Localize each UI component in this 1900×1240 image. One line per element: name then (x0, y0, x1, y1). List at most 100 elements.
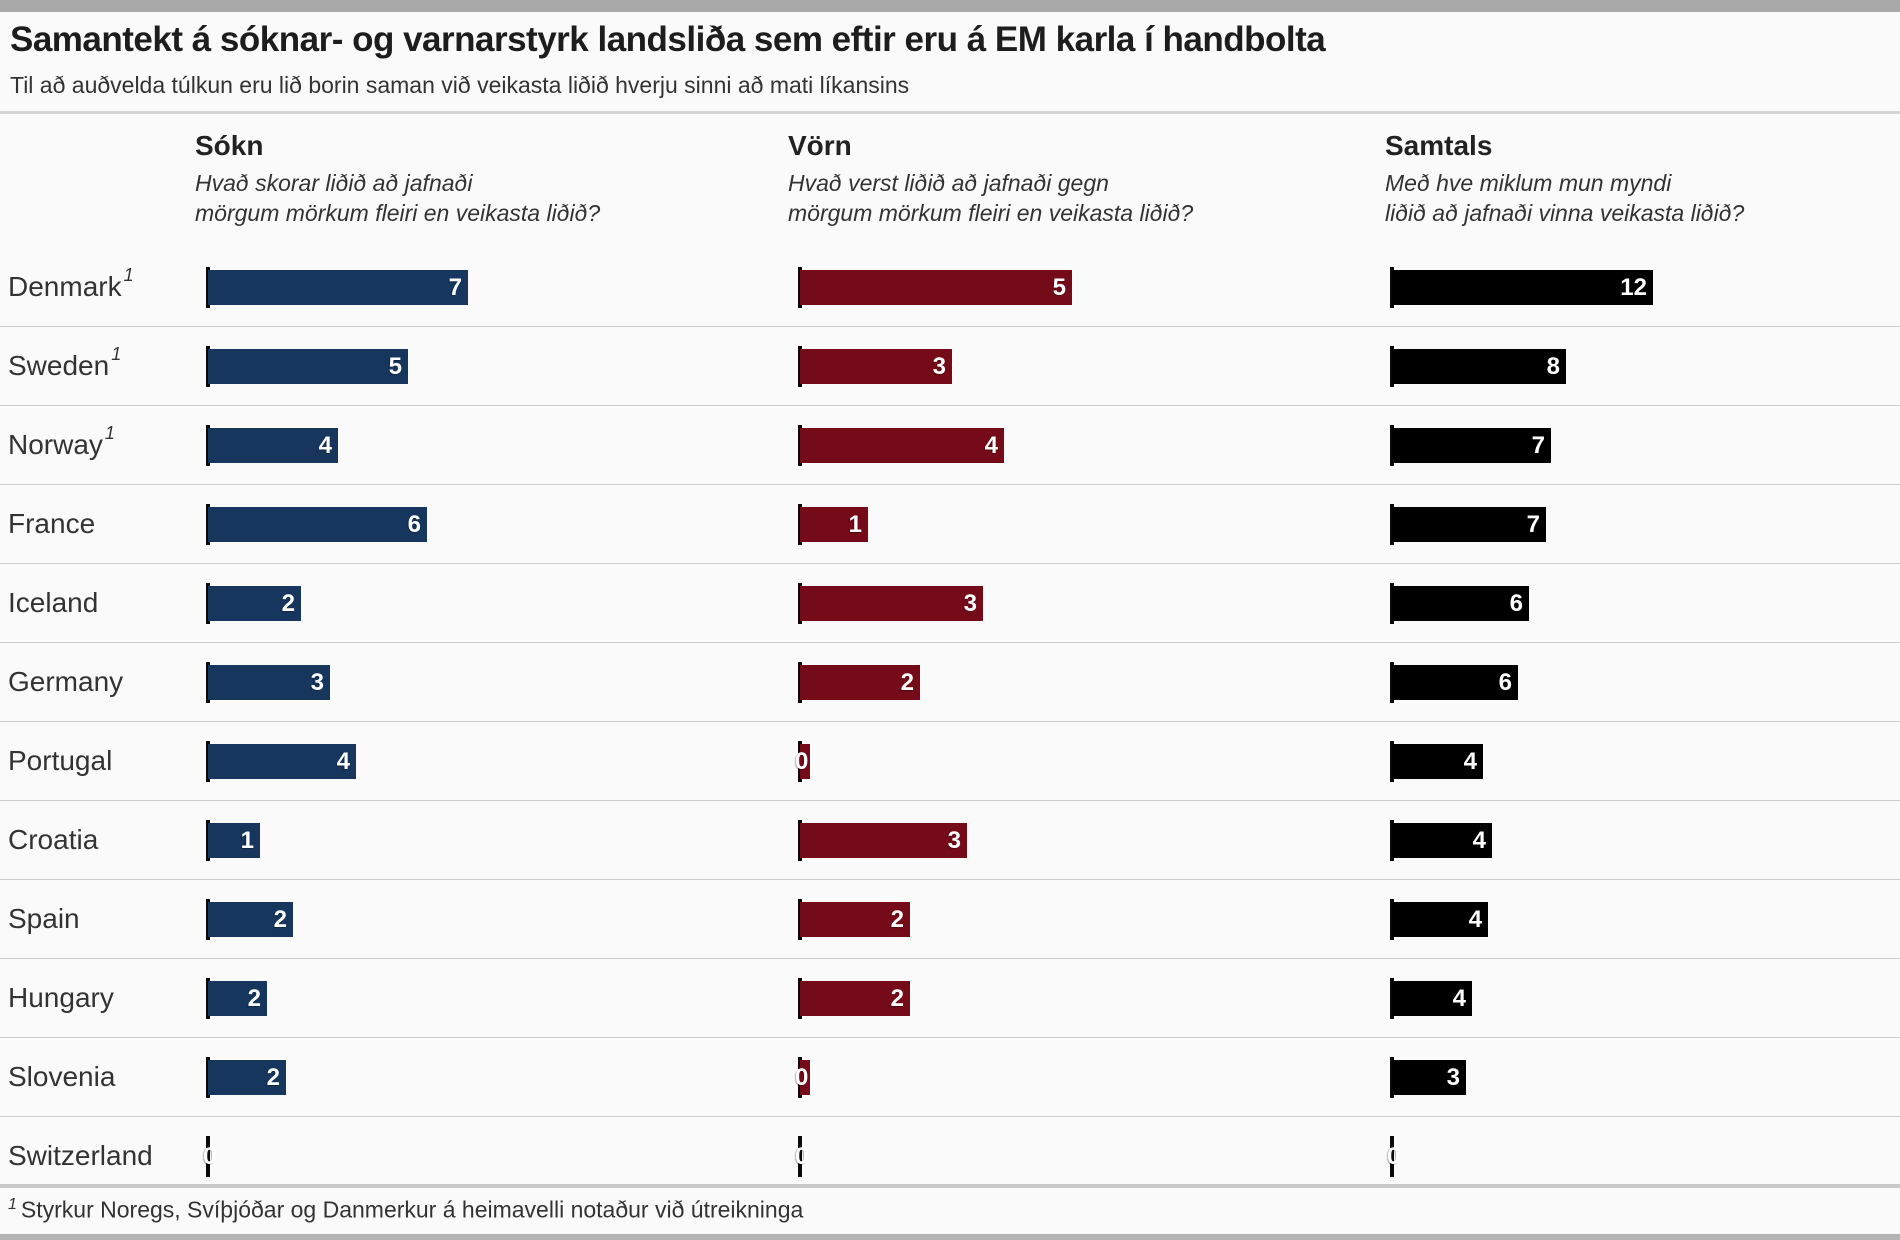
footnote-divider (0, 1184, 1900, 1188)
chart-subtitle: Til að auðvelda túlkun eru lið borin sam… (10, 72, 910, 98)
bar-value-label: 2 (281, 589, 295, 617)
sokn-bar: 2 (208, 586, 301, 621)
header-divider (0, 111, 1900, 114)
team-label: Sweden 1 (8, 327, 122, 405)
vorn-bar: 2 (800, 902, 910, 937)
chart-title: Samantekt á sóknar- og varnarstyrk lands… (10, 20, 1326, 59)
bar-value-label: 4 (1468, 905, 1482, 933)
team-name: Switzerland (8, 1140, 153, 1171)
team-footnote-mark: 1 (123, 264, 134, 285)
column-question-vorn: Hvað verst liðið að jafnaði gegn mörgum … (788, 168, 1193, 228)
team-row: France 6 1 7 (0, 485, 1900, 564)
team-name: Sweden (8, 350, 110, 381)
bar-value-label: 5 (388, 352, 402, 380)
team-name: Norway (8, 429, 103, 460)
bar-value-label: 6 (1498, 668, 1512, 696)
column-title-vorn: Vörn (788, 130, 852, 161)
question-line: Með hve miklum mun myndi (1385, 170, 1672, 196)
team-row: Hungary 2 2 4 (0, 959, 1900, 1038)
bar-value-label: 3 (1446, 1063, 1460, 1091)
samtals-bar: 6 (1392, 665, 1518, 700)
bar-value-label: 0 (795, 1063, 809, 1091)
bar-value-label: 3 (932, 352, 946, 380)
team-label: Portugal (8, 722, 112, 800)
bar-value-label: 4 (318, 431, 332, 459)
team-label: Iceland (8, 564, 98, 642)
vorn-bar: 3 (800, 823, 967, 858)
samtals-bar: 4 (1392, 744, 1483, 779)
column-title-sokn: Sókn (195, 130, 264, 161)
axis-tick (206, 1136, 210, 1177)
team-label: Hungary (8, 959, 114, 1037)
team-row: Spain 2 2 4 (0, 880, 1900, 959)
team-row: Switzerland 0 0 0 (0, 1117, 1900, 1195)
question-line: Hvað verst liðið að jafnaði gegn (788, 170, 1109, 196)
team-row: Sweden 1 5 3 8 (0, 327, 1900, 406)
team-row: Slovenia 2 0 3 (0, 1038, 1900, 1117)
column-title-samtals: Samtals (1385, 130, 1493, 161)
team-label: Denmark 1 (8, 248, 134, 326)
sokn-bar: 4 (208, 428, 338, 463)
team-footnote-mark: 1 (111, 343, 122, 364)
team-row: Croatia 1 3 4 (0, 801, 1900, 880)
bar-value-label: 8 (1546, 352, 1560, 380)
vorn-bar: 2 (800, 665, 920, 700)
footnote-mark: 1 (8, 1196, 17, 1213)
sokn-bar: 6 (208, 507, 427, 542)
bar-value-label: 0 (1387, 1142, 1401, 1170)
bar-value-label: 4 (336, 747, 350, 775)
question-line: liðið að jafnaði vinna veikasta liðið? (1385, 200, 1745, 226)
bottom-border-bar (0, 1234, 1900, 1240)
team-row: Germany 3 2 6 (0, 643, 1900, 722)
sokn-bar: 2 (208, 1060, 286, 1095)
vorn-bar: 5 (800, 270, 1072, 305)
bar-value-label: 3 (947, 826, 961, 854)
samtals-bar: 7 (1392, 428, 1551, 463)
team-name: Iceland (8, 587, 99, 618)
bar-value-label: 4 (984, 431, 998, 459)
team-label: Spain (8, 880, 80, 958)
question-line: mörgum mörkum fleiri en veikasta liðið? (195, 200, 601, 226)
samtals-bar: 4 (1392, 823, 1492, 858)
team-name: Portugal (8, 745, 113, 776)
column-question-sokn: Hvað skorar liðið að jafnaði mörgum mörk… (195, 168, 600, 228)
bar-value-label: 0 (203, 1142, 217, 1170)
footnote-text: Styrkur Noregs, Svíþjóðar og Danmerkur á… (20, 1196, 804, 1223)
team-name: Denmark (8, 271, 122, 302)
bar-value-label: 7 (448, 273, 462, 301)
team-name: Croatia (8, 824, 99, 855)
samtals-bar: 12 (1392, 270, 1653, 305)
bar-value-label: 7 (1531, 431, 1545, 459)
top-border-bar (0, 0, 1900, 12)
team-name: Hungary (8, 982, 114, 1013)
bar-value-label: 7 (1526, 510, 1540, 538)
column-header-vorn: Vörn Hvað verst liðið að jafnaði gegn mö… (788, 130, 1193, 228)
team-label: Slovenia (8, 1038, 115, 1116)
team-name: Slovenia (8, 1061, 116, 1092)
bar-value-label: 2 (273, 905, 287, 933)
team-label: Croatia (8, 801, 98, 879)
bar-value-label: 5 (1052, 273, 1066, 301)
team-footnote-mark: 1 (104, 422, 115, 443)
rows-container: Denmark 1 7 5 12 Sweden 1 5 3 8 Norway 1 4 4 7 France 6 1… (0, 248, 1900, 1195)
team-name: France (8, 508, 96, 539)
vorn-bar: 3 (800, 586, 983, 621)
question-line: mörgum mörkum fleiri en veikasta liðið? (788, 200, 1194, 226)
axis-tick (798, 1136, 802, 1177)
team-label: France (8, 485, 95, 563)
column-header-sokn: Sókn Hvað skorar liðið að jafnaði mörgum… (195, 130, 600, 228)
vorn-bar: 0 (795, 744, 810, 779)
vorn-bar: 4 (800, 428, 1004, 463)
vorn-bar: 0 (795, 1060, 810, 1095)
team-name: Spain (8, 903, 80, 934)
sokn-bar: 4 (208, 744, 356, 779)
bar-value-label: 1 (848, 510, 862, 538)
vorn-bar: 1 (800, 507, 868, 542)
team-row: Iceland 2 3 6 (0, 564, 1900, 643)
samtals-bar: 7 (1392, 507, 1546, 542)
column-header-samtals: Samtals Með hve miklum mun myndi liðið a… (1385, 130, 1744, 228)
bar-value-label: 12 (1620, 273, 1647, 301)
sokn-bar: 2 (208, 981, 267, 1016)
samtals-bar: 4 (1392, 981, 1472, 1016)
bar-value-label: 2 (247, 984, 261, 1012)
